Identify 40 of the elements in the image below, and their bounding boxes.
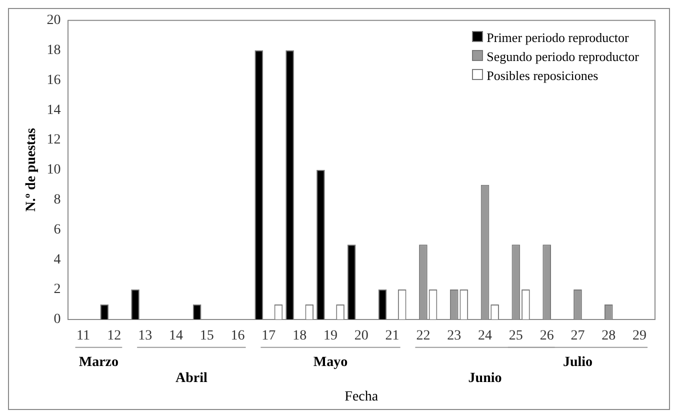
x-tick-label: 26 — [540, 328, 554, 344]
y-tick-label: 16 — [46, 72, 61, 88]
y-tick-label: 10 — [46, 162, 61, 178]
y-tick-label: 20 — [46, 13, 61, 28]
y-tick-label: 18 — [46, 42, 61, 58]
x-tick-label: 18 — [292, 328, 307, 344]
y-tick-label: 8 — [54, 192, 61, 208]
text: Junio — [468, 371, 502, 386]
legend-label: Posibles reposiciones — [486, 68, 598, 84]
x-tick-label: 14 — [168, 328, 183, 344]
x-tick-label: 22 — [416, 328, 430, 344]
x-tick-label: 21 — [385, 328, 400, 344]
x-tick-label: 28 — [602, 328, 616, 344]
legend-label: Segundo periodo reproductor — [486, 49, 639, 64]
y-tick-label: 6 — [54, 222, 61, 238]
x-tick-label: 11 — [76, 328, 90, 344]
x-tick-label: 27 — [570, 328, 585, 344]
text: Abril — [175, 371, 208, 386]
x-tick-label: 29 — [632, 328, 647, 344]
x-tick-label: 19 — [323, 328, 338, 344]
x-tick-label: 25 — [508, 328, 523, 344]
text: Mayo — [313, 355, 348, 370]
x-axis-title: Fecha — [344, 389, 379, 404]
x-tick-label: 16 — [230, 328, 245, 344]
text: Marzo — [78, 355, 119, 370]
x-tick-label: 12 — [107, 328, 122, 344]
y-tick-label: 4 — [54, 252, 61, 268]
x-tick-label: 17 — [262, 328, 276, 344]
x-tick-label: 20 — [354, 328, 368, 344]
x-tick-label: 24 — [478, 328, 492, 344]
x-tick-label: 15 — [200, 328, 214, 344]
y-tick-label: 14 — [46, 102, 61, 118]
y-tick-label: 2 — [54, 282, 61, 298]
y-tick-label: 0 — [54, 312, 61, 328]
x-tick-label: 13 — [138, 328, 152, 344]
y-axis-title: N.º de puestas — [24, 128, 40, 212]
x-tick-label: 23 — [447, 328, 462, 344]
legend-label: Primer periodo reproductor — [486, 30, 629, 46]
text: Julio — [562, 355, 593, 370]
y-tick-label: 12 — [46, 132, 61, 148]
